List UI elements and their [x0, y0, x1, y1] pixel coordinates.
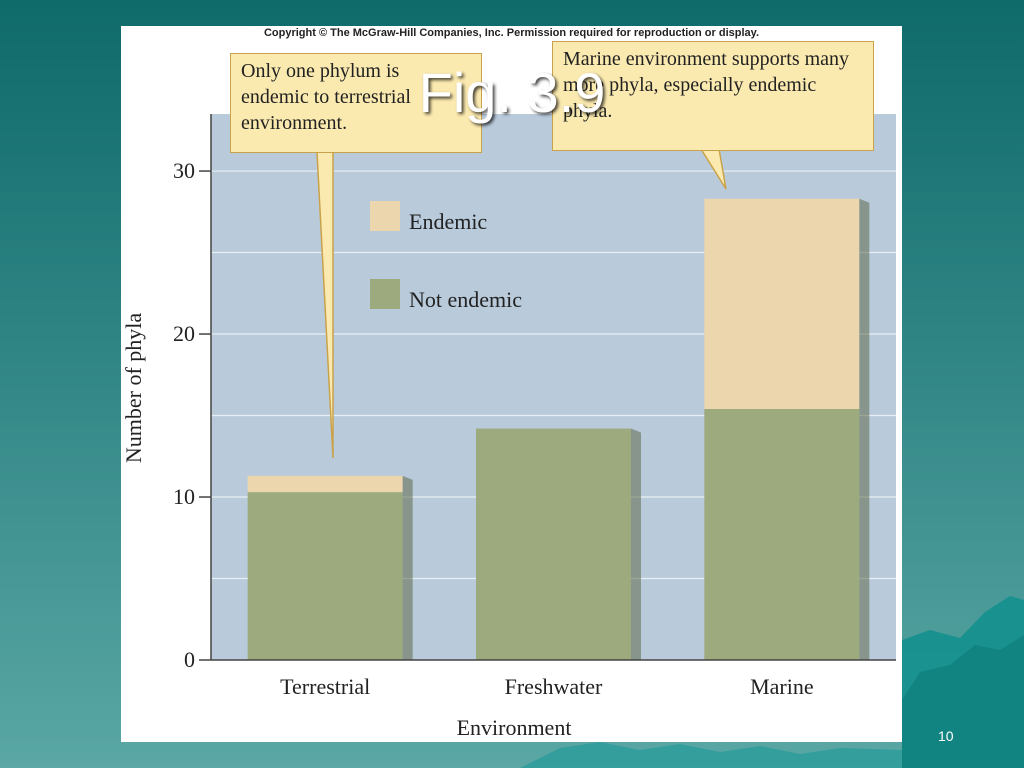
- page-number: 10: [938, 728, 954, 744]
- x-tick-label-marine: Marine: [750, 674, 814, 699]
- x-axis-title: Environment: [457, 715, 572, 740]
- bar-marine-not-endemic: [704, 409, 860, 660]
- y-tick-label: 30: [173, 158, 195, 183]
- y-tick-label: 10: [173, 484, 195, 509]
- callout-marine: Marine environment supports many more ph…: [552, 41, 874, 151]
- x-tick-label-freshwater: Freshwater: [505, 674, 603, 699]
- bar-freshwater-not-endemic: [476, 428, 631, 660]
- x-tick-label-terrestrial: Terrestrial: [280, 674, 370, 699]
- legend-label-not-endemic: Not endemic: [409, 287, 522, 312]
- bar-terrestrial-not-endemic: [247, 492, 403, 660]
- legend-label-endemic: Endemic: [409, 209, 487, 234]
- legend-swatch-not-endemic: [370, 279, 400, 309]
- bar-shadow-marine: [859, 198, 870, 660]
- y-tick-label: 0: [184, 647, 195, 672]
- copyright-notice: Copyright © The McGraw-Hill Companies, I…: [263, 27, 760, 39]
- stacked-bar-chart: 0 10 20 30 Terrestrial Freshwater Marine Ende…: [121, 114, 896, 740]
- slide-title: Fig. 3.9: [418, 61, 606, 124]
- y-tick-label: 20: [173, 321, 195, 346]
- figure-panel: Copyright © The McGraw-Hill Companies, I…: [121, 26, 902, 742]
- bar-shadow-freshwater: [631, 428, 641, 660]
- bar-shadow-terrestrial: [402, 475, 413, 660]
- callout-terrestrial: Only one phylum is endemic to terrestria…: [230, 53, 482, 153]
- y-axis-title: Number of phyla: [121, 313, 146, 464]
- legend-swatch-endemic: [370, 201, 400, 231]
- bar-terrestrial-endemic: [247, 475, 403, 493]
- bar-marine-endemic: [704, 198, 860, 410]
